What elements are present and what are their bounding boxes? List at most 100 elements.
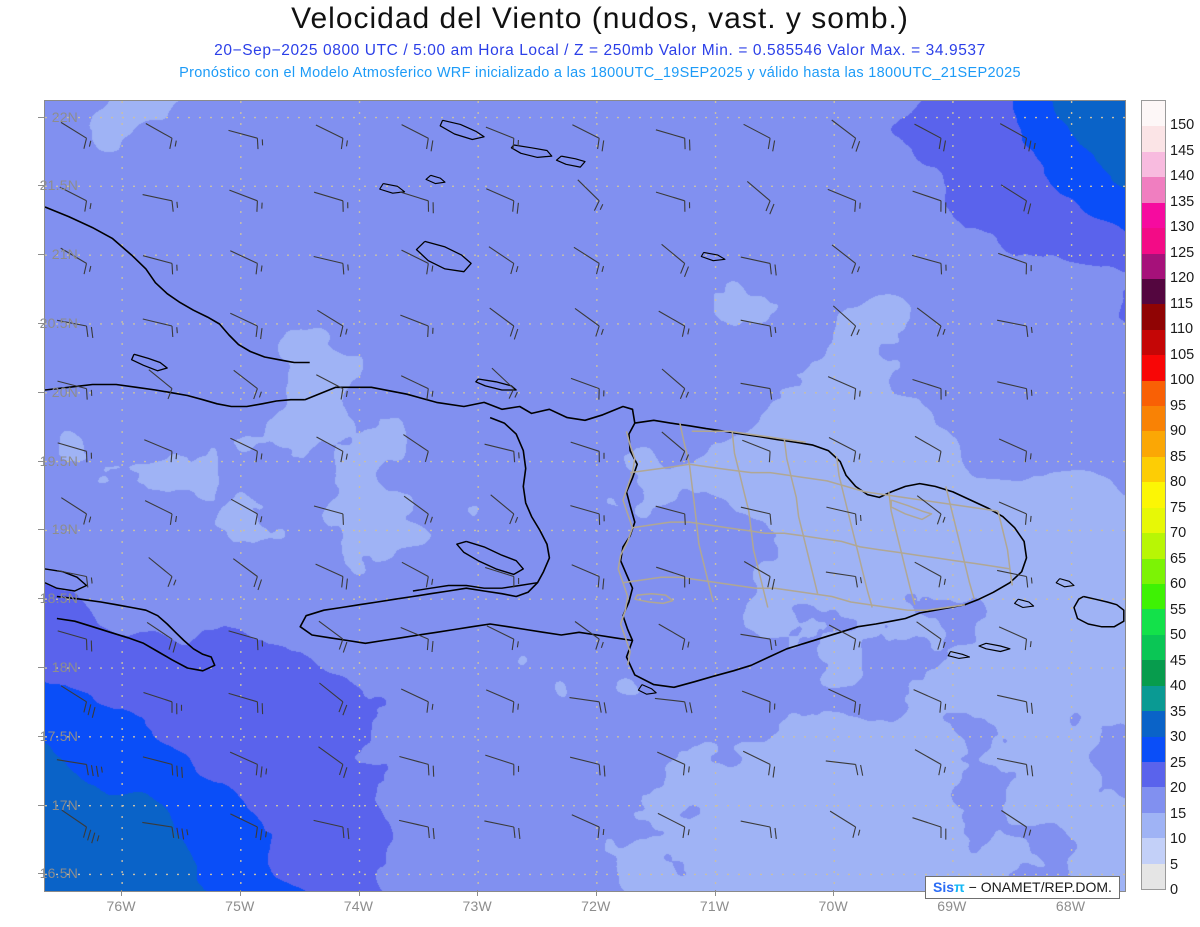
wind-barb [148,369,173,400]
wind-barb [484,820,521,839]
colorbar-tick-label: 95 [1170,397,1187,414]
wind-barb [746,180,775,215]
colorbar-segment [1142,634,1165,661]
y-axis-tick-mark [38,322,44,324]
wind-barb [914,561,946,588]
wind-barb [572,124,605,152]
wind-barb [144,439,178,463]
wind-barb [318,620,348,653]
wind-barb [912,378,947,400]
colorbar-segment [1142,304,1165,330]
wind-barb [400,626,434,653]
colorbar-segment [1142,863,1165,890]
wind-barb [228,630,264,651]
x-axis-tick-label: 74W [343,898,374,914]
wind-barb [743,561,776,590]
colorbar-tick-label: 55 [1170,601,1187,618]
wind-barb [491,367,518,399]
wind-barb [488,246,519,275]
wind-speed-shading-layer [45,101,1125,891]
map-plot-area[interactable] [44,100,1126,892]
wind-barb [574,307,604,337]
wind-barb [661,368,690,400]
wind-barb [142,194,179,212]
wind-barb [997,381,1033,400]
y-axis-tick-label: 20N [51,383,78,400]
wind-barb [228,692,264,715]
wind-barb [230,250,263,275]
wind-barb [229,189,263,212]
attribution-sis-text: Sis [933,879,955,895]
wind-barb [230,437,263,463]
wind-barb [828,437,861,463]
colorbar-segment [1142,660,1165,686]
coastline-path [45,206,310,364]
wind-barb [60,121,92,149]
wind-barb [916,621,946,650]
coastline-path [56,595,216,672]
colorbar-tick-label: 65 [1170,550,1187,567]
wind-barb [399,191,434,214]
colorbar-tick-label: 30 [1170,729,1187,746]
wind-barb [996,569,1033,588]
wind-barb [740,319,777,337]
y-axis-tick-mark [38,804,44,806]
wind-barb [570,377,605,400]
wind-barb [740,506,772,525]
colorbar-segment [1142,533,1165,559]
y-axis-tick-label: 21N [51,246,78,263]
wind-barb [490,494,519,525]
coastline-path [130,353,168,372]
province-border-path [617,431,636,666]
coastline-path [412,582,538,592]
wind-barb [1001,810,1032,838]
colorbar-segment [1142,736,1165,762]
wind-barb [570,505,605,525]
wind-barb [228,129,264,150]
wind-barb [742,439,771,463]
coastline-path [456,540,524,576]
x-axis-tick-label: 75W [225,898,255,914]
wind-barb [489,307,519,340]
wind-barb [914,435,942,463]
colorbar-segment [1142,126,1165,152]
wind-barb [60,247,92,275]
province-border-path [835,456,873,608]
wind-barb [57,380,93,400]
coastline-path [555,155,586,168]
y-axis-tick-mark [38,391,44,393]
attribution-agency-text: − ONAMET/REP.DOM. [968,879,1112,895]
wind-barb [233,369,262,400]
colorbar-segment [1142,329,1165,356]
attribution-pi-icon: π [954,879,965,895]
colorbar-tick-label: 90 [1170,423,1187,440]
colorbar-segment [1142,101,1165,127]
x-axis-tick-mark [477,890,479,896]
coastline-path [415,240,472,273]
colorbar-segment [1142,812,1165,839]
colorbar-segment [1142,456,1165,483]
coastline-path [299,416,633,645]
wind-barb [403,495,433,525]
chart-header: Velocidad del Viento (nudos, vast. y som… [0,0,1200,92]
wind-barb [996,319,1033,337]
coastline-path [304,386,1028,689]
wind-barb [740,256,777,276]
wind-barb [911,254,947,275]
province-border-path [634,592,674,605]
wind-barb [740,382,773,400]
wind-barb [1000,184,1032,215]
coastline-path [45,383,305,408]
y-axis-tick-label: 20.5N [39,314,78,331]
colorbar-tick-label: 5 [1170,856,1179,873]
wind-barb [997,694,1034,714]
colorbar-tick-label: 85 [1170,448,1187,465]
colorbar-tick-label: 50 [1170,627,1187,644]
coastline-path [510,144,553,158]
wind-barb [571,564,605,590]
wind-barb [998,626,1032,651]
colorbar[interactable] [1141,100,1166,890]
wind-barb [142,821,189,840]
colorbar-segment [1142,355,1165,381]
wind-barb [914,123,947,152]
